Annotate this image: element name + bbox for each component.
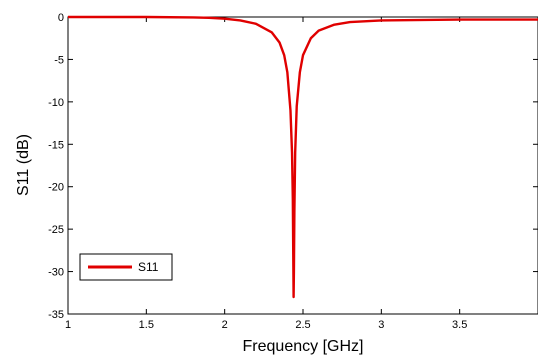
y-tick-label: 0 — [58, 12, 64, 24]
y-tick-label: -15 — [48, 139, 64, 151]
y-tick-label: -5 — [54, 54, 64, 66]
x-tick-label: 3 — [378, 319, 384, 331]
x-tick-label: 3.5 — [452, 319, 467, 331]
series-layer — [68, 15, 538, 299]
x-tick-label: 1 — [65, 319, 71, 331]
y-tick-label: -20 — [48, 182, 64, 194]
legend: S11 — [79, 253, 173, 281]
x-tick-label: 2.5 — [295, 319, 310, 331]
y-tick-label: -10 — [48, 97, 64, 109]
series-line-s11 — [68, 15, 538, 299]
x-tick-label: 2 — [222, 319, 228, 331]
y-tick-label: -35 — [48, 309, 64, 321]
x-axis-title: Frequency [GHz] — [243, 338, 364, 355]
y-tick-label: -25 — [48, 224, 64, 236]
y-axis-title: S11 (dB) — [15, 134, 32, 196]
y-tick-label: -30 — [48, 267, 64, 279]
x-tick-label: 1.5 — [139, 319, 154, 331]
legend-label: S11 — [138, 260, 159, 274]
